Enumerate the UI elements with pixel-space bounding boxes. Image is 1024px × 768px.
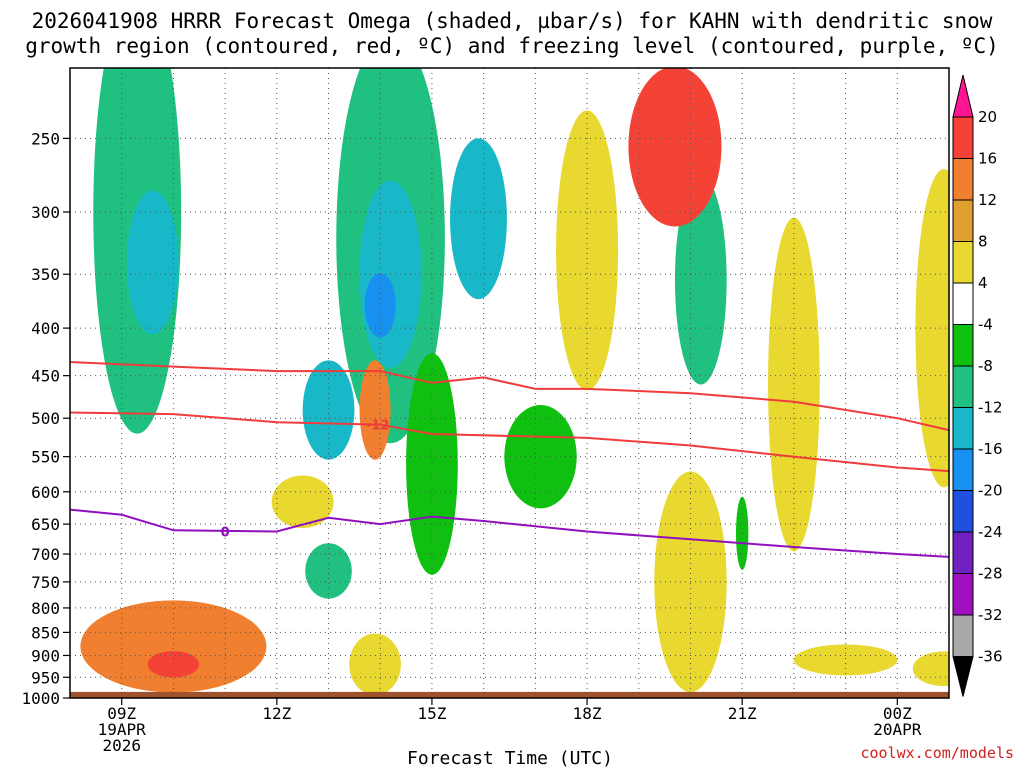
- omega-cell-5: [450, 138, 507, 300]
- y-tick-label-13: 900: [31, 646, 60, 665]
- x-tick-label-5-1: 20APR: [873, 720, 922, 739]
- y-tick-label-11: 800: [31, 599, 60, 618]
- x-tick-label-2-0: 15Z: [417, 704, 446, 723]
- y-axis: 250 300 350 400 450 500 550 600 650 700 750 800 850 9…: [21, 129, 70, 708]
- omega-cell-23: [912, 651, 949, 687]
- colorbar-swatch-6: [952, 324, 974, 367]
- colorbar-label-10: -24: [978, 523, 1003, 541]
- y-tick-label-5: 500: [31, 409, 60, 428]
- colorbar-swatch-4: [952, 241, 974, 284]
- colorbar-bottom-arrow: [952, 656, 974, 697]
- omega-cell-17: [271, 475, 334, 529]
- colorbar-swatch-13: [952, 614, 974, 657]
- colorbar-swatch-9: [952, 448, 974, 491]
- omega-cell-4: [364, 273, 396, 338]
- omega-cell-21: [349, 633, 401, 696]
- colorbar-swatch-5: [952, 282, 974, 325]
- colorbar-swatch-7: [952, 365, 974, 408]
- credit-text: coolwx.com/models: [860, 744, 1014, 762]
- omega-cell-14: [915, 169, 949, 488]
- colorbar-label-1: 16: [978, 150, 997, 168]
- y-tick-label-8: 650: [31, 515, 60, 534]
- ground-layer: [70, 691, 949, 698]
- omega-cell-13: [556, 110, 619, 391]
- colorbar-swatch-12: [952, 573, 974, 616]
- dgz-top-line: [70, 361, 949, 432]
- x-axis-label: Forecast Time (UTC): [407, 748, 613, 768]
- colorbar-label-12: -32: [978, 606, 1003, 624]
- colorbar-label-6: -8: [978, 357, 993, 375]
- colorbar-label-8: -16: [978, 440, 1003, 458]
- x-tick-label-0-0: 09Z: [107, 704, 136, 723]
- colorbar-swatch-11: [952, 531, 974, 574]
- omega-cell-9: [674, 175, 727, 385]
- omega-cell-22: [793, 644, 898, 676]
- freezing-level-line: [70, 508, 949, 558]
- dgz-contour-label: -12: [366, 419, 390, 434]
- temperature-contours: -12 0: [70, 361, 949, 558]
- x-tick-label-0-2: 2026: [102, 736, 141, 755]
- plot-frame: [69, 67, 950, 699]
- x-tick-label-5-0: 00Z: [883, 704, 912, 723]
- x-tick-label-4-0: 21Z: [728, 704, 757, 723]
- chart-title-line1: 2026041908 HRRR Forecast Omega (shaded, …: [32, 9, 993, 33]
- freezing-contour-label: 0: [221, 525, 230, 540]
- omega-cell-19: [80, 600, 267, 693]
- omega-cell-1: [126, 190, 179, 335]
- y-tick-label-4: 450: [31, 367, 60, 386]
- omega-cell-15: [768, 217, 820, 552]
- omega-cell-20: [147, 651, 200, 678]
- x-tick-label-0-1: 19APR: [98, 720, 147, 739]
- y-tick-label-2: 350: [31, 265, 60, 284]
- colorbar: 20 16 12 8 4 -4 -8 -12 -16 -20 -24 -28 -32 -36: [952, 74, 1003, 697]
- x-tick-label-3-0: 18Z: [573, 704, 602, 723]
- y-tick-label-1: 300: [31, 203, 60, 222]
- colorbar-swatch-2: [952, 158, 974, 201]
- y-tick-label-10: 750: [31, 573, 60, 592]
- colorbar-top-arrow: [952, 74, 974, 118]
- dgz-bottom-line: [70, 411, 949, 473]
- colorbar-label-7: -12: [978, 399, 1003, 417]
- colorbar-swatch-3: [952, 199, 974, 242]
- y-tick-label-15: 1000: [21, 689, 60, 708]
- y-tick-label-14: 950: [31, 668, 60, 687]
- omega-cell-8: [305, 543, 352, 599]
- y-tick-label-12: 850: [31, 623, 60, 642]
- colorbar-label-9: -20: [978, 482, 1003, 500]
- ground-fill: [70, 691, 949, 698]
- omega-cell-12: [628, 68, 722, 227]
- colorbar-label-11: -28: [978, 565, 1003, 583]
- colorbar-swatch-8: [952, 407, 974, 450]
- chart-title-line2: growth region (contoured, red, ºC) and f…: [25, 34, 999, 58]
- colorbar-swatch-1: [952, 116, 974, 159]
- colorbar-label-0: 20: [978, 108, 997, 126]
- colorbar-label-4: 4: [978, 274, 988, 292]
- y-tick-label-3: 400: [31, 319, 60, 338]
- x-tick-label-1-0: 12Z: [262, 704, 291, 723]
- colorbar-swatch-10: [952, 490, 974, 533]
- omega-cell-6: [302, 360, 355, 460]
- colorbar-label-13: -36: [978, 648, 1003, 666]
- colorbar-label-2: 12: [978, 191, 997, 209]
- colorbar-label-3: 8: [978, 233, 988, 251]
- y-tick-label-6: 550: [31, 448, 60, 467]
- omega-shading: [80, 68, 949, 696]
- omega-cell-16: [359, 360, 391, 460]
- y-tick-label-9: 700: [31, 545, 60, 564]
- colorbar-label-5: -4: [978, 316, 993, 334]
- y-tick-label-0: 250: [31, 129, 60, 148]
- y-tick-label-7: 600: [31, 483, 60, 502]
